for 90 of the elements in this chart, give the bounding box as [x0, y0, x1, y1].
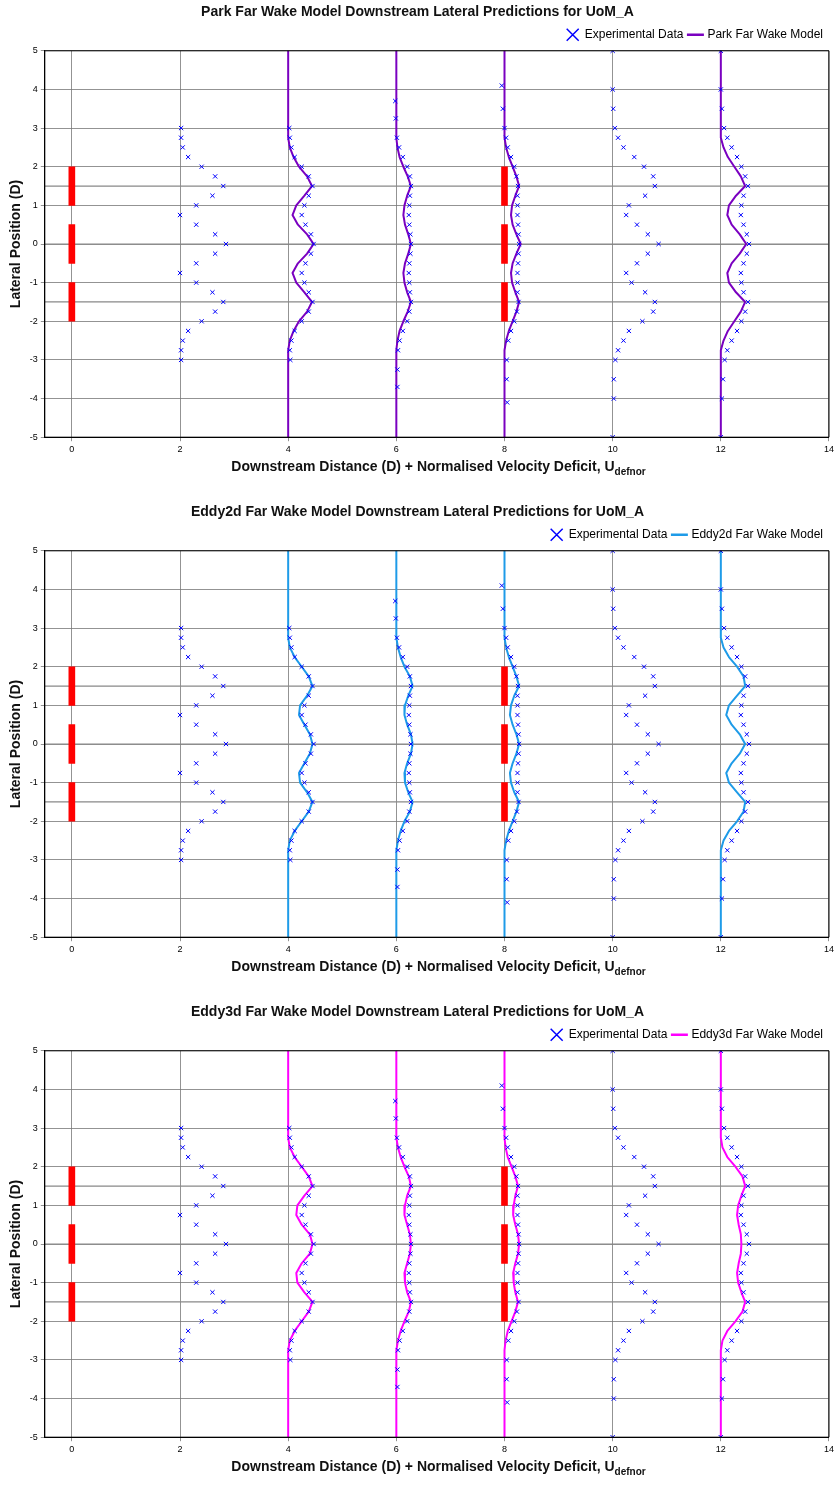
x-tick-label: 12 [715, 444, 726, 455]
x-axis-title: Downstream Distance (D) + Normalised Velocity Deficit, U$_{defnor}$ [230, 1458, 647, 1477]
bar [501, 166, 508, 206]
y-tick-label: 5 [32, 1045, 38, 1056]
y-tick-label: 0 [32, 238, 38, 249]
x-tick-label: 0 [69, 944, 75, 955]
y-tick-label: 0 [32, 738, 38, 749]
x-tick-label: 0 [69, 444, 75, 455]
y-tick-label: 2 [32, 1161, 38, 1172]
y-tick-label: 1 [32, 1199, 38, 1210]
y-tick-label: -1 [29, 777, 38, 788]
x-axis-title: Downstream Distance (D) + Normalised Velocity Deficit, U$_{defnor}$ [230, 958, 647, 977]
y-tick-label: 3 [32, 1122, 38, 1133]
y-tick-label: 3 [32, 622, 38, 633]
y-tick-label: -3 [29, 1354, 38, 1365]
x-tick-label: 10 [607, 944, 618, 955]
bar [501, 1224, 508, 1264]
x-tick-label: 4 [285, 1444, 291, 1455]
y-tick-label: -4 [29, 893, 38, 904]
y-tick-label: -5 [29, 431, 38, 442]
y-tick-label: 4 [32, 1083, 38, 1094]
y-tick-label: 3 [32, 122, 38, 133]
bar [501, 1166, 508, 1206]
y-tick-label: 2 [32, 661, 38, 672]
x-tick-label: 2 [177, 1444, 183, 1455]
x-tick-label: 0 [69, 1444, 75, 1455]
y-tick-label: -1 [29, 1277, 38, 1288]
bar [501, 282, 508, 322]
x-tick-label: 2 [177, 944, 183, 955]
x-tick-label: 6 [393, 444, 399, 455]
legend-label: Eddy2d Far Wake Model [691, 527, 824, 542]
x-tick-label: 8 [501, 1444, 508, 1455]
bar [68, 1166, 76, 1206]
y-tick-label: 5 [32, 545, 38, 556]
bar [68, 282, 76, 322]
y-tick-label: 4 [32, 83, 38, 94]
y-axis-title: Lateral Position (D) [7, 679, 24, 809]
y-axis-title: Lateral Position (D) [7, 179, 24, 309]
bar [68, 666, 76, 706]
y-axis-title: Lateral Position (D) [7, 1179, 24, 1309]
x-tick-label: 4 [285, 444, 291, 455]
bar [501, 224, 508, 264]
bar [501, 666, 508, 706]
y-tick-label: -5 [29, 931, 38, 942]
y-tick-label: -5 [29, 1431, 38, 1442]
chart-title: Eddy2d Far Wake Model Downstream Lateral Predictions for UoM_A [190, 503, 645, 520]
y-tick-label: 1 [32, 199, 38, 210]
x-tick-label: 14 [823, 1444, 834, 1455]
x-tick-label: 6 [393, 1444, 399, 1455]
bar [501, 782, 508, 822]
x-tick-label: 4 [285, 944, 291, 955]
x-tick-label: 8 [501, 444, 508, 455]
y-tick-label: 2 [32, 161, 38, 172]
bar [68, 224, 76, 264]
bar [68, 1224, 76, 1264]
x-tick-label: 12 [715, 1444, 726, 1455]
x-tick-label: 14 [823, 444, 834, 455]
bar [68, 1282, 76, 1322]
bar [68, 782, 76, 822]
x-tick-label: 14 [823, 944, 834, 955]
y-tick-label: -2 [29, 815, 38, 826]
x-tick-label: 10 [607, 1444, 618, 1455]
y-tick-label: -2 [29, 315, 38, 326]
chart-title: Eddy3d Far Wake Model Downstream Lateral Predictions for UoM_A [190, 1003, 645, 1020]
legend-label: Experimental Data [568, 527, 668, 542]
y-tick-label: 0 [32, 1238, 38, 1249]
chart-title: Park Far Wake Model Downstream Lateral Predictions for UoM_A [201, 3, 634, 20]
y-tick-label: -2 [29, 1315, 38, 1326]
legend-label: Experimental Data [584, 27, 684, 42]
x-tick-label: 8 [501, 944, 508, 955]
legend-label: Experimental Data [568, 1027, 668, 1042]
y-tick-label: -3 [29, 354, 38, 365]
x-axis-title: Downstream Distance (D) + Normalised Velocity Deficit, U$_{defnor}$ [230, 458, 647, 477]
y-tick-label: 4 [32, 583, 38, 594]
bar [501, 724, 508, 764]
legend-label: Park Far Wake Model [707, 27, 824, 42]
y-tick-label: 5 [32, 45, 38, 56]
y-tick-label: -1 [29, 277, 38, 288]
legend-label: Eddy3d Far Wake Model [691, 1027, 824, 1042]
bar [68, 724, 76, 764]
bar [68, 166, 76, 206]
bar [501, 1282, 508, 1322]
x-tick-label: 10 [607, 444, 618, 455]
x-tick-label: 12 [715, 944, 726, 955]
y-tick-label: 1 [32, 699, 38, 710]
x-tick-label: 2 [177, 444, 183, 455]
x-tick-label: 6 [393, 944, 399, 955]
y-tick-label: -4 [29, 1393, 38, 1404]
y-tick-label: -4 [29, 393, 38, 404]
y-tick-label: -3 [29, 854, 38, 865]
